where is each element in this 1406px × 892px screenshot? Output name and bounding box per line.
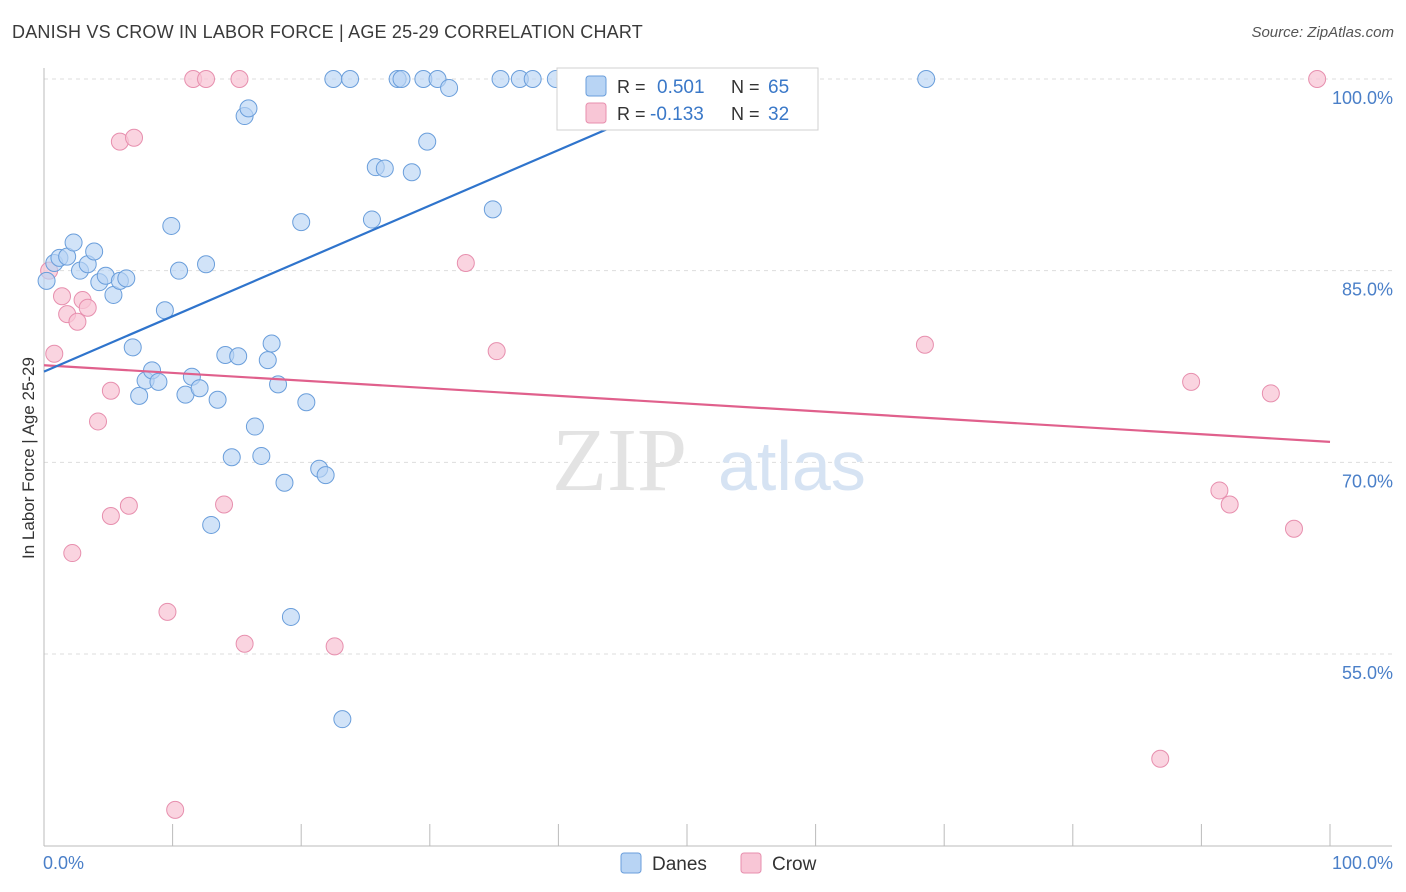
danes-point <box>239 99 258 118</box>
crow-point <box>1151 749 1170 768</box>
danes-point <box>170 261 189 280</box>
legend-crow-swatch <box>585 102 607 124</box>
crow-point <box>1261 384 1280 403</box>
y-tick-label-100: 100.0% <box>1332 88 1393 108</box>
danes-point <box>402 163 421 182</box>
bottom-legend-crow-label: Crow <box>772 854 817 875</box>
y-tick-label-70: 70.0% <box>1342 471 1393 491</box>
crow-point <box>45 344 64 363</box>
gridlines <box>44 78 1392 655</box>
crow-point <box>235 634 254 653</box>
crow-point <box>119 496 138 515</box>
crow-point <box>1210 481 1229 500</box>
danes-point <box>245 417 264 436</box>
danes-point <box>440 78 459 97</box>
crow-point <box>456 254 475 272</box>
danes-point <box>333 710 352 729</box>
crow-point <box>487 342 506 361</box>
crow-point <box>1284 519 1303 538</box>
danes-point <box>392 70 411 88</box>
crow-point <box>158 602 177 621</box>
crow-point <box>53 287 72 306</box>
crow-point <box>63 544 82 563</box>
danes-point <box>190 379 209 398</box>
legend-crow-r-value: -0.133 <box>650 104 704 125</box>
crow-trend-line <box>43 364 1331 443</box>
x-tick-marks <box>43 824 1331 846</box>
danes-point <box>324 70 343 88</box>
danes-point <box>229 347 248 366</box>
danes-point <box>262 334 281 353</box>
danes-point <box>523 70 542 88</box>
crow-point <box>68 312 87 331</box>
danes-point <box>341 70 360 88</box>
y-tick-label-85: 85.0% <box>1342 280 1393 300</box>
legend-crow-n-value: 32 <box>768 104 789 125</box>
danes-point <box>162 216 181 235</box>
crow-point <box>197 70 216 88</box>
danes-point <box>297 393 316 412</box>
danes-point <box>275 473 294 492</box>
legend-crow-r-label: R = <box>617 104 646 124</box>
crow-point <box>125 128 144 147</box>
crow-point <box>1220 495 1239 514</box>
crow-point <box>101 507 120 525</box>
danes-point <box>117 269 136 288</box>
crow-point <box>89 412 108 431</box>
danes-point <box>37 271 56 290</box>
source-note: Source: ZipAtlas.com <box>1251 24 1394 41</box>
danes-point <box>483 200 502 219</box>
x-tick-label-min: 0.0% <box>43 853 84 873</box>
danes-point <box>85 242 104 261</box>
danes-point <box>202 515 221 534</box>
crow-point <box>101 381 120 400</box>
bottom-legend-danes-swatch <box>620 852 642 874</box>
crow-point <box>1182 372 1201 391</box>
legend-danes-n-value: 65 <box>768 77 789 98</box>
danes-point <box>252 446 271 465</box>
crow-point <box>230 70 249 88</box>
danes-point <box>491 70 510 88</box>
danes-point <box>222 448 241 467</box>
series-legend: Danes Crow <box>620 852 817 875</box>
crow-point <box>1308 70 1327 88</box>
legend-danes-r-value: 0.501 <box>657 77 705 98</box>
crow-point <box>915 335 934 354</box>
danes-point <box>123 338 142 357</box>
chart-title: DANISH VS CROW IN LABOR FORCE | AGE 25-2… <box>12 22 643 42</box>
danes-points <box>37 70 936 729</box>
bottom-legend-danes-label: Danes <box>652 854 707 875</box>
watermark-zip: ZIP <box>552 411 687 510</box>
danes-point <box>130 386 149 405</box>
y-axis-label: In Labor Force | Age 25-29 <box>19 357 38 559</box>
legend-danes-r-label: R = <box>617 77 646 97</box>
danes-point <box>917 70 936 88</box>
watermark-atlas: atlas <box>718 427 866 505</box>
legend-danes-swatch <box>585 75 607 97</box>
legend-crow-n-label: N = <box>731 104 760 124</box>
x-tick-label-max: 100.0% <box>1332 853 1393 873</box>
y-tick-label-55: 55.0% <box>1342 663 1393 683</box>
danes-point <box>281 607 300 626</box>
danes-point <box>362 210 381 229</box>
danes-point <box>375 159 394 178</box>
crow-point <box>78 298 97 317</box>
crow-point <box>215 495 234 514</box>
correlation-legend: R = 0.501 N = 65 R = -0.133 N = 32 <box>556 67 819 131</box>
y-tick-labels: 100.0% 85.0% 70.0% 55.0% <box>1332 88 1393 683</box>
danes-point <box>64 233 83 252</box>
danes-point <box>316 466 335 485</box>
danes-point <box>292 213 311 232</box>
danes-point <box>258 351 277 370</box>
danes-point <box>197 255 216 274</box>
crow-point <box>325 637 344 656</box>
danes-point <box>208 390 227 409</box>
danes-point <box>418 132 437 151</box>
crow-point <box>166 800 185 819</box>
bottom-legend-crow-swatch <box>740 852 762 874</box>
danes-point <box>149 372 168 391</box>
legend-danes-n-label: N = <box>731 77 760 97</box>
